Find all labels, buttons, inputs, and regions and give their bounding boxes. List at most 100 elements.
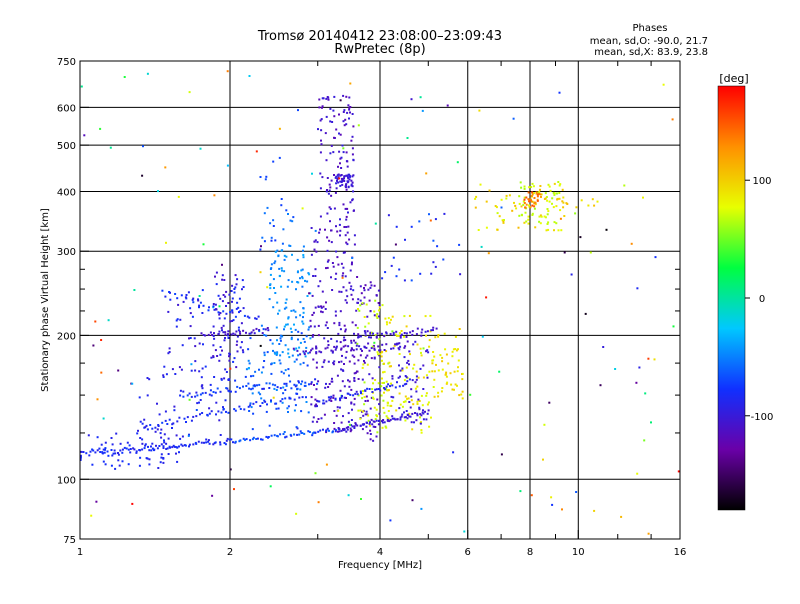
data-point xyxy=(204,334,207,337)
data-point xyxy=(346,175,349,178)
data-point xyxy=(335,187,338,190)
data-point xyxy=(272,278,275,281)
data-point xyxy=(223,279,226,281)
data-point xyxy=(505,197,508,200)
data-point xyxy=(242,329,245,332)
data-point xyxy=(452,451,455,454)
data-point xyxy=(415,390,418,393)
data-point xyxy=(316,241,319,244)
data-point xyxy=(307,328,310,331)
data-point xyxy=(235,283,238,286)
data-point xyxy=(371,391,374,393)
data-point xyxy=(279,387,282,390)
data-point xyxy=(398,364,400,367)
data-point xyxy=(456,370,459,373)
data-point xyxy=(79,456,82,459)
data-point xyxy=(374,222,377,225)
data-point xyxy=(308,431,311,433)
data-point xyxy=(280,204,283,207)
data-point xyxy=(251,438,254,441)
data-point xyxy=(459,273,462,276)
data-point xyxy=(212,355,215,358)
data-point xyxy=(287,316,290,319)
data-point xyxy=(337,332,340,335)
data-point xyxy=(246,315,249,318)
data-point xyxy=(530,200,533,203)
data-point xyxy=(394,333,397,336)
data-point xyxy=(405,335,408,338)
data-point xyxy=(255,317,258,320)
data-point xyxy=(314,404,317,407)
data-point xyxy=(332,151,335,154)
data-point xyxy=(351,321,354,324)
data-point xyxy=(558,197,561,200)
data-point xyxy=(430,272,433,275)
data-point xyxy=(239,408,242,410)
data-point xyxy=(387,317,390,320)
data-point xyxy=(316,399,319,402)
data-point xyxy=(559,217,562,220)
data-point xyxy=(383,421,386,424)
data-point xyxy=(350,179,353,182)
data-point xyxy=(353,362,356,365)
data-point xyxy=(299,363,302,366)
data-point xyxy=(330,349,333,352)
data-point xyxy=(88,454,91,457)
data-point xyxy=(102,448,105,451)
data-point xyxy=(353,377,356,379)
data-point xyxy=(234,315,237,318)
data-point xyxy=(532,185,535,188)
data-point xyxy=(363,316,366,318)
data-point xyxy=(364,389,367,392)
data-point xyxy=(314,229,317,232)
data-point xyxy=(139,449,141,452)
data-point xyxy=(328,183,331,186)
data-point xyxy=(548,185,551,188)
data-point xyxy=(335,272,338,275)
data-point xyxy=(151,442,154,445)
data-point xyxy=(463,530,466,533)
data-point xyxy=(269,222,272,225)
data-point xyxy=(289,245,292,247)
data-point xyxy=(285,306,288,309)
data-point xyxy=(325,400,328,403)
data-point xyxy=(500,206,503,209)
data-point xyxy=(359,417,362,420)
data-point xyxy=(310,227,313,229)
data-point xyxy=(283,382,286,385)
data-point xyxy=(287,368,290,371)
data-point xyxy=(321,106,323,109)
data-point xyxy=(350,339,353,342)
data-point xyxy=(348,117,350,120)
data-point xyxy=(317,324,320,327)
data-point xyxy=(276,339,278,342)
data-point xyxy=(359,285,362,288)
data-point xyxy=(203,441,205,444)
data-point xyxy=(420,331,423,334)
data-point xyxy=(274,292,277,294)
data-point xyxy=(363,296,366,299)
data-point xyxy=(636,472,639,475)
y-axis-label: Stationary phase Virtual Height [km] xyxy=(40,208,51,392)
data-point xyxy=(242,385,244,388)
data-point xyxy=(345,301,348,304)
data-point xyxy=(239,346,242,349)
data-point xyxy=(283,254,286,257)
data-point xyxy=(548,200,551,203)
data-point xyxy=(332,363,335,366)
data-point xyxy=(236,350,239,353)
data-point xyxy=(378,420,380,422)
data-point xyxy=(315,403,318,406)
data-point xyxy=(324,132,327,135)
data-point xyxy=(238,405,241,408)
data-point xyxy=(355,309,358,312)
data-point xyxy=(218,317,221,320)
data-point xyxy=(523,187,526,190)
data-point xyxy=(523,202,526,204)
data-point xyxy=(243,314,246,317)
data-point xyxy=(456,161,459,164)
data-point xyxy=(522,200,525,203)
data-point xyxy=(384,271,387,274)
data-point xyxy=(388,420,391,423)
data-point xyxy=(199,393,202,396)
